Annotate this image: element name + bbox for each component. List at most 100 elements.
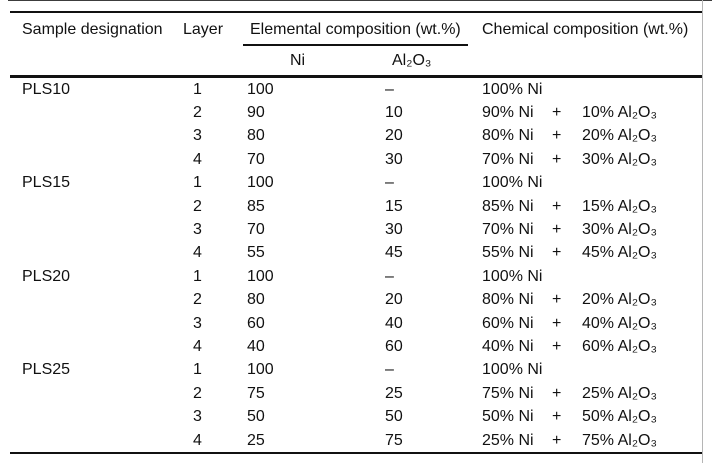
cell-ni: 70 bbox=[247, 221, 265, 239]
cell-chem-al2o3: 45% Al₂O₃ bbox=[582, 244, 657, 262]
header-al2o3: Al₂O₃ bbox=[392, 51, 432, 69]
table-row: PLS25 1 100 – 100% Ni bbox=[10, 359, 702, 382]
table-row: 4 40 60 40% Ni + 60% Al₂O₃ bbox=[10, 335, 702, 358]
cell-chem-ni: 100% Ni bbox=[482, 75, 552, 102]
cell-plus: + bbox=[552, 408, 562, 426]
cell-chem-al2o3 bbox=[582, 265, 702, 288]
header-elemental-composition-label: Elemental composition (wt.%) bbox=[243, 13, 468, 46]
cell-plus: + bbox=[552, 127, 562, 145]
cell-layer: 1 bbox=[193, 361, 202, 379]
cell-al2o3: 20 bbox=[385, 291, 403, 309]
cell-al2o3: 30 bbox=[385, 150, 403, 168]
cell-ni: 100 bbox=[247, 75, 382, 102]
cell-ni: 85 bbox=[247, 197, 265, 215]
cell-chem-ni: 50% Ni bbox=[482, 408, 534, 426]
header-chemical-composition: Chemical composition (wt.%) bbox=[482, 21, 689, 38]
cell-layer: 3 bbox=[193, 127, 202, 145]
header-layer: Layer bbox=[183, 21, 224, 38]
cell-chem-ni: 80% Ni bbox=[482, 127, 534, 145]
cell-layer: 4 bbox=[183, 428, 247, 455]
table-row: 3 80 20 80% Ni + 20% Al₂O₃ bbox=[10, 125, 702, 148]
cell-sample bbox=[10, 289, 183, 312]
page-top-edge-line bbox=[8, 0, 712, 1]
cell-sample bbox=[10, 125, 183, 148]
cell-layer: 2 bbox=[193, 197, 202, 215]
cell-chem-al2o3: 20% Al₂O₃ bbox=[582, 291, 657, 309]
cell-plus bbox=[552, 265, 582, 288]
cell-chem-al2o3: 50% Al₂O₃ bbox=[582, 408, 657, 426]
cell-plus: + bbox=[552, 197, 562, 215]
table-row: PLS20 1 100 – 100% Ni bbox=[10, 265, 702, 288]
cell-sample bbox=[10, 242, 183, 265]
cell-chem-ni: 60% Ni bbox=[482, 314, 534, 332]
cell-layer: 2 bbox=[193, 384, 202, 402]
cell-layer: 1 bbox=[183, 75, 247, 102]
cell-ni: 90 bbox=[247, 104, 265, 122]
cell-layer: 4 bbox=[193, 337, 202, 355]
cell-chem-al2o3: 10% Al₂O₃ bbox=[582, 104, 657, 122]
cell-plus bbox=[552, 359, 582, 382]
cell-plus: + bbox=[552, 428, 582, 455]
cell-chem-al2o3: 30% Al₂O₃ bbox=[582, 150, 657, 168]
cell-ni: 100 bbox=[247, 267, 274, 285]
table-row: 2 85 15 85% Ni + 15% Al₂O₃ bbox=[10, 195, 702, 218]
cell-chem-ni: 100% Ni bbox=[482, 267, 543, 285]
cell-ni: 60 bbox=[247, 314, 265, 332]
cell-plus: + bbox=[552, 337, 562, 355]
cell-chem-al2o3: 75% Al₂O₃ bbox=[582, 428, 703, 455]
cell-plus bbox=[552, 75, 582, 102]
cell-sample bbox=[10, 312, 183, 335]
cell-chem-ni: 80% Ni bbox=[482, 291, 534, 309]
cell-layer: 3 bbox=[193, 408, 202, 426]
cell-sample: PLS20 bbox=[22, 267, 71, 285]
table-row: 2 75 25 75% Ni + 25% Al₂O₃ bbox=[10, 382, 702, 405]
cell-al2o3: 10 bbox=[385, 104, 403, 122]
cell-layer: 4 bbox=[193, 150, 202, 168]
cell-chem-ni: 40% Ni bbox=[482, 337, 534, 355]
cell-layer: 1 bbox=[193, 174, 202, 192]
cell-al2o3: 45 bbox=[385, 244, 403, 262]
cell-chem-ni: 100% Ni bbox=[482, 174, 543, 192]
composition-table: Sample designation Layer Elemental compo… bbox=[10, 11, 703, 455]
cell-chem-al2o3: 20% Al₂O₃ bbox=[582, 127, 657, 145]
cell-plus bbox=[552, 172, 582, 195]
header-row-main: Sample designation Layer Elemental compo… bbox=[10, 12, 702, 46]
cell-layer: 3 bbox=[193, 221, 202, 239]
cell-chem-ni: 90% Ni bbox=[482, 104, 534, 122]
cell-layer: 4 bbox=[193, 244, 202, 262]
cell-layer: 2 bbox=[193, 291, 202, 309]
cell-sample bbox=[10, 382, 183, 405]
cell-sample bbox=[10, 428, 183, 455]
cell-chem-al2o3: 15% Al₂O₃ bbox=[582, 197, 657, 215]
header-ni: Ni bbox=[290, 51, 306, 69]
table-row: PLS15 1 100 – 100% Ni bbox=[10, 172, 702, 195]
cell-plus: + bbox=[552, 150, 562, 168]
header-sample-designation: Sample designation bbox=[22, 21, 163, 38]
cell-ni: 40 bbox=[247, 337, 265, 355]
cell-ni: 70 bbox=[247, 150, 265, 168]
cell-sample: PLS15 bbox=[22, 174, 71, 192]
cell-sample bbox=[10, 335, 183, 358]
cell-ni: 100 bbox=[247, 361, 274, 379]
table-row: 4 25 75 25% Ni + 75% Al₂O₃ bbox=[10, 428, 703, 455]
table-body: PLS10 1 100 – 100% Ni 2 90 10 90% Ni + 1… bbox=[10, 75, 703, 455]
cell-ni: 50 bbox=[247, 408, 265, 426]
cell-al2o3: – bbox=[385, 174, 394, 192]
table-row: 4 55 45 55% Ni + 45% Al₂O₃ bbox=[10, 242, 702, 265]
cell-plus: + bbox=[552, 221, 562, 239]
cell-chem-ni: 100% Ni bbox=[482, 361, 543, 379]
cell-al2o3: 30 bbox=[385, 221, 403, 239]
page-right-edge-line bbox=[702, 0, 703, 463]
cell-chem-ni: 75% Ni bbox=[482, 384, 534, 402]
table-row: 2 90 10 90% Ni + 10% Al₂O₃ bbox=[10, 101, 702, 124]
cell-plus: + bbox=[552, 314, 562, 332]
header-elemental-composition: Elemental composition (wt.%) bbox=[243, 12, 482, 46]
cell-layer: 3 bbox=[193, 314, 202, 332]
cell-sample bbox=[10, 101, 183, 124]
cell-sample bbox=[10, 195, 183, 218]
cell-chem-ni: 85% Ni bbox=[482, 197, 534, 215]
cell-sample bbox=[10, 218, 183, 241]
table-row: 3 70 30 70% Ni + 30% Al₂O₃ bbox=[10, 218, 702, 241]
table-row: 3 50 50 50% Ni + 50% Al₂O₃ bbox=[10, 405, 702, 428]
cell-sample bbox=[10, 148, 183, 171]
